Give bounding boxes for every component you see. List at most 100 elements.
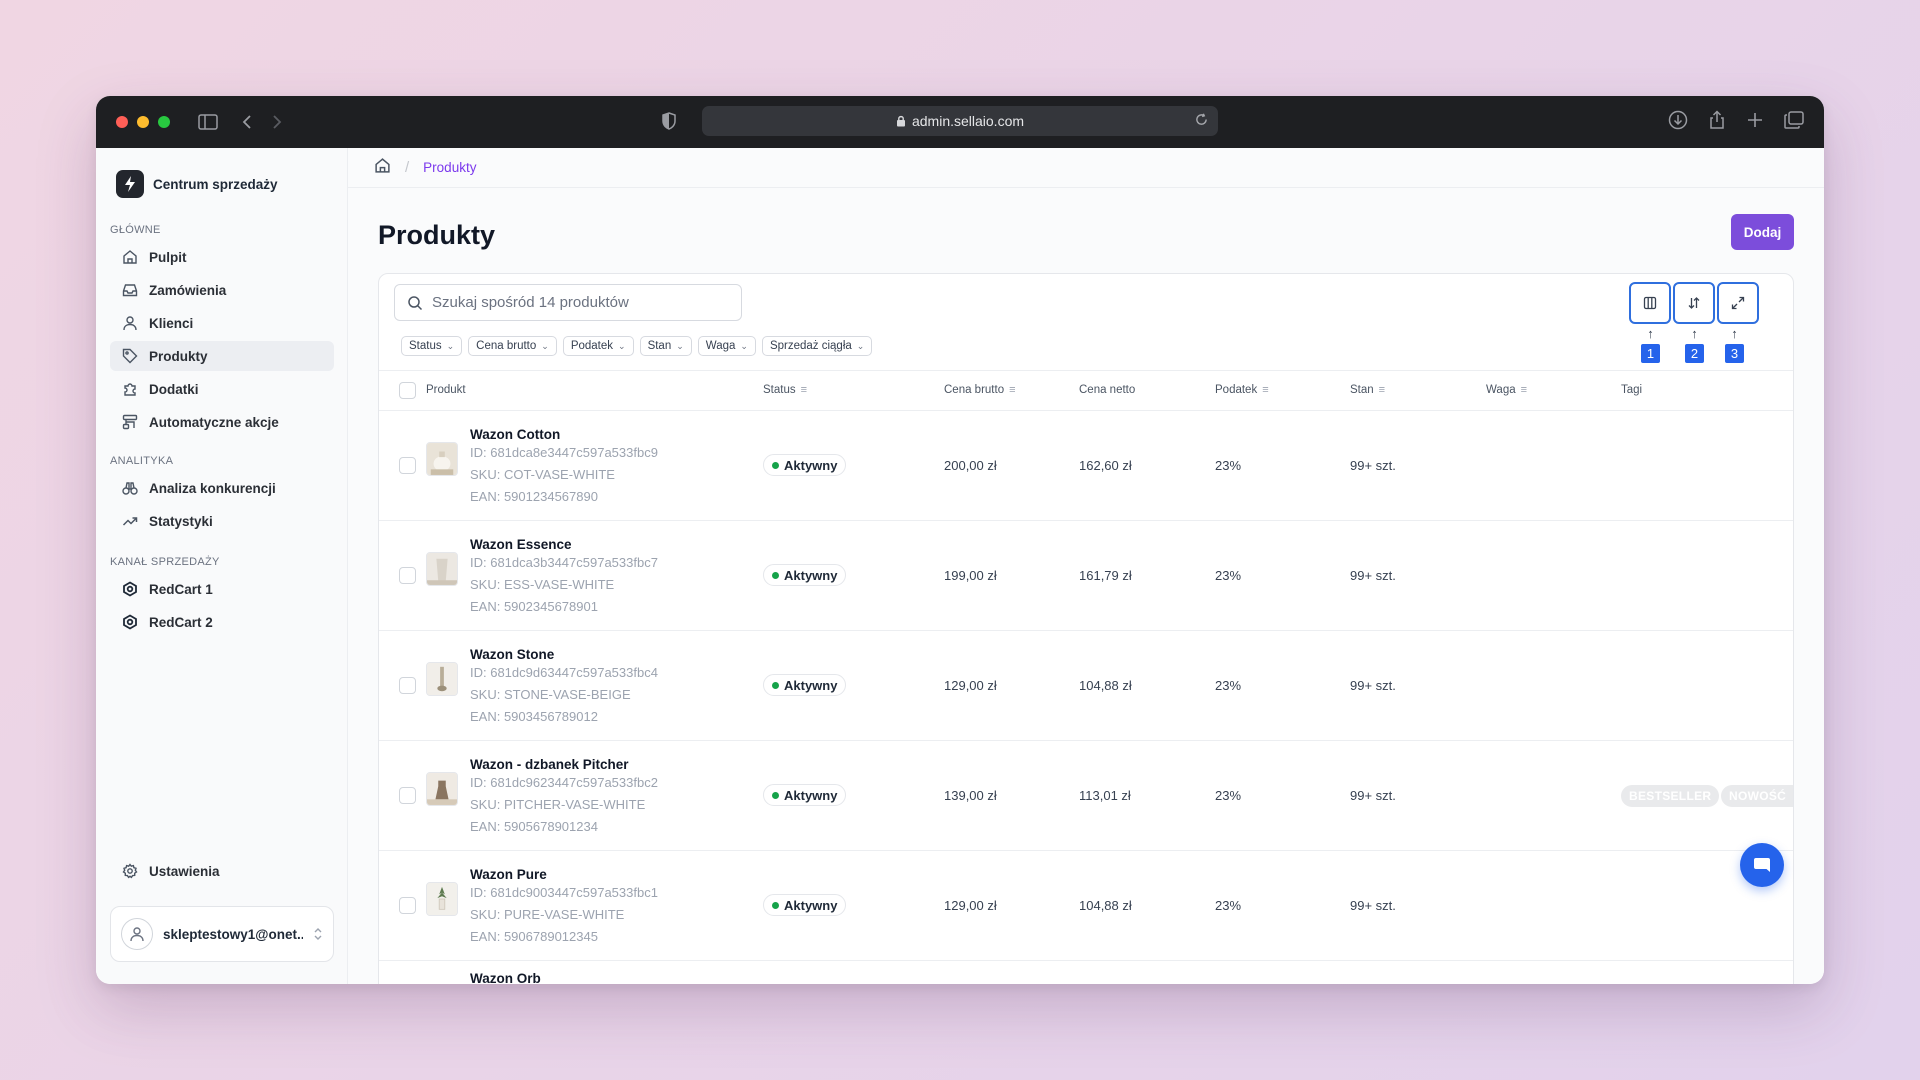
sort-button[interactable]: [1673, 282, 1715, 324]
home-icon[interactable]: [374, 157, 391, 179]
filter-label: Podatek: [570, 340, 614, 352]
header-label: Status: [763, 384, 796, 396]
column-header-net-price[interactable]: Cena netto: [1079, 384, 1135, 396]
sidebar-item-klienci[interactable]: Klienci: [110, 308, 334, 338]
sidebar-item-redcart-1[interactable]: RedCart 1: [110, 574, 334, 604]
status-label: Aktywny: [784, 897, 838, 913]
row-checkbox[interactable]: [399, 567, 416, 584]
columns-button[interactable]: [1629, 282, 1671, 324]
table-row[interactable]: Wazon Essence ID: 681dca3b3447c597a533fb…: [379, 521, 1793, 631]
product-name[interactable]: Wazon - dzbanek Pitcher: [470, 757, 629, 772]
net-price: 162,60 zł: [1079, 458, 1132, 473]
user-menu[interactable]: skleptestowy1@onet...: [110, 906, 334, 962]
table-header: Produkt Status ≡ Cena brutto ≡ Cena netto …: [379, 370, 1793, 411]
tax-rate: 23%: [1215, 458, 1242, 473]
browser-window: admin.sellaio.com: [96, 96, 1824, 984]
filter-cena-brutto[interactable]: Cena brutto ⌄: [468, 336, 557, 356]
section-label-analytics: ANALITYKA: [110, 455, 174, 467]
header-label: Waga: [1486, 384, 1516, 396]
search-field[interactable]: [394, 284, 742, 321]
filter-podatek[interactable]: Podatek ⌄: [562, 336, 634, 356]
product-name[interactable]: Wazon Cotton: [470, 427, 561, 442]
sidebar-item-analiza-konkurencji[interactable]: Analiza konkurencji: [110, 473, 334, 503]
table-row[interactable]: Wazon Cotton ID: 681dca8e3447c597a533fbc…: [379, 411, 1793, 521]
filter-sprzedaz-ciagla[interactable]: Sprzedaż ciągła ⌄: [761, 336, 873, 356]
column-header-tags[interactable]: Tagi: [1621, 384, 1642, 396]
share-icon[interactable]: [1708, 110, 1726, 130]
status-dot: [772, 791, 779, 799]
sidebar-item-pulpit[interactable]: Pulpit: [110, 242, 334, 272]
product-name[interactable]: Wazon Pure: [470, 867, 547, 882]
filter-status[interactable]: Status ⌄: [401, 336, 463, 356]
chevron-up-down-icon: [313, 927, 323, 941]
product-thumbnail: [426, 552, 458, 586]
tax-rate: 23%: [1215, 568, 1242, 583]
sidebar-item-automatyczne-akcje[interactable]: Automatyczne akcje: [110, 407, 334, 437]
minimize-window-button[interactable]: [137, 116, 149, 128]
privacy-shield-icon[interactable]: [662, 112, 676, 130]
sidebar-item-label: Analiza konkurencji: [149, 480, 276, 496]
brand[interactable]: Centrum sprzedaży: [116, 170, 333, 198]
search-input[interactable]: [432, 294, 732, 311]
tab-overview-icon[interactable]: [1784, 110, 1804, 130]
status-badge: Aktywny: [763, 784, 847, 806]
sidebar-item-label: Produkty: [149, 348, 208, 364]
product-sku: SKU: PURE-VASE-WHITE: [470, 907, 625, 922]
chat-button[interactable]: [1740, 843, 1784, 887]
sidebar-item-zamowienia[interactable]: Zamówienia: [110, 275, 334, 305]
browser-actions: [1668, 110, 1804, 130]
sidebar-item-redcart-2[interactable]: RedCart 2: [110, 607, 334, 637]
status-dot: [772, 571, 779, 579]
select-all-checkbox[interactable]: [399, 382, 416, 399]
fullscreen-button[interactable]: [1717, 282, 1759, 324]
redcart-icon: [122, 581, 138, 597]
url-text: admin.sellaio.com: [911, 113, 1025, 129]
sidebar-item-dodatki[interactable]: Dodatki: [110, 374, 334, 404]
new-tab-icon[interactable]: [1746, 110, 1764, 130]
gear-icon: [122, 863, 138, 879]
zoom-window-button[interactable]: [158, 116, 170, 128]
row-checkbox[interactable]: [399, 787, 416, 804]
sidebar-item-produkty[interactable]: Produkty: [110, 341, 334, 371]
column-header-gross-price[interactable]: Cena brutto ≡: [944, 384, 1016, 396]
status-label: Aktywny: [784, 457, 838, 473]
tag-icon: [122, 348, 138, 364]
column-header-stock[interactable]: Stan ≡: [1350, 384, 1385, 396]
table-row[interactable]: Wazon - dzbanek Pitcher ID: 681dc9623447…: [379, 741, 1793, 851]
product-name[interactable]: Wazon Stone: [470, 647, 555, 662]
filter-label: Cena brutto: [476, 340, 537, 352]
table-row[interactable]: Wazon Orb: [379, 961, 1793, 984]
sidebar-item-ustawienia[interactable]: Ustawienia: [110, 856, 334, 886]
sidebar-item-statystyki[interactable]: Statystyki: [110, 506, 334, 536]
column-header-tax[interactable]: Podatek ≡: [1215, 384, 1269, 396]
filter-stan[interactable]: Stan ⌄: [639, 336, 692, 356]
column-header-status[interactable]: Status ≡: [763, 384, 807, 396]
breadcrumb-current[interactable]: Produkty: [423, 160, 477, 175]
forward-icon[interactable]: [272, 114, 282, 130]
filter-waga[interactable]: Waga ⌄: [697, 336, 756, 356]
status-label: Aktywny: [784, 787, 838, 803]
product-name[interactable]: Wazon Essence: [470, 537, 572, 552]
arrow-up-icon: ↑: [1691, 326, 1698, 341]
add-product-button[interactable]: Dodaj: [1731, 214, 1794, 250]
row-checkbox[interactable]: [399, 457, 416, 474]
download-icon[interactable]: [1668, 110, 1688, 130]
column-header-weight[interactable]: Waga ≡: [1486, 384, 1527, 396]
reload-icon[interactable]: [1195, 113, 1208, 129]
address-bar[interactable]: admin.sellaio.com: [702, 106, 1218, 136]
back-icon[interactable]: [242, 114, 252, 130]
annotation-number: 3: [1725, 344, 1744, 363]
product-name[interactable]: Wazon Orb: [470, 971, 541, 984]
product-thumbnail: [426, 882, 458, 916]
table-row[interactable]: Wazon Stone ID: 681dc9d63447c597a533fbc4…: [379, 631, 1793, 741]
table-row[interactable]: Wazon Pure ID: 681dc9003447c597a533fbc1 …: [379, 851, 1793, 961]
status-dot: [772, 461, 779, 469]
close-window-button[interactable]: [116, 116, 128, 128]
sidebar-toggle-icon[interactable]: [198, 114, 218, 130]
row-checkbox[interactable]: [399, 897, 416, 914]
breadcrumb-separator: /: [405, 159, 410, 176]
column-header-product[interactable]: Produkt: [426, 384, 466, 396]
chat-bubble-icon: [1754, 858, 1770, 872]
status-label: Aktywny: [784, 677, 838, 693]
row-checkbox[interactable]: [399, 677, 416, 694]
